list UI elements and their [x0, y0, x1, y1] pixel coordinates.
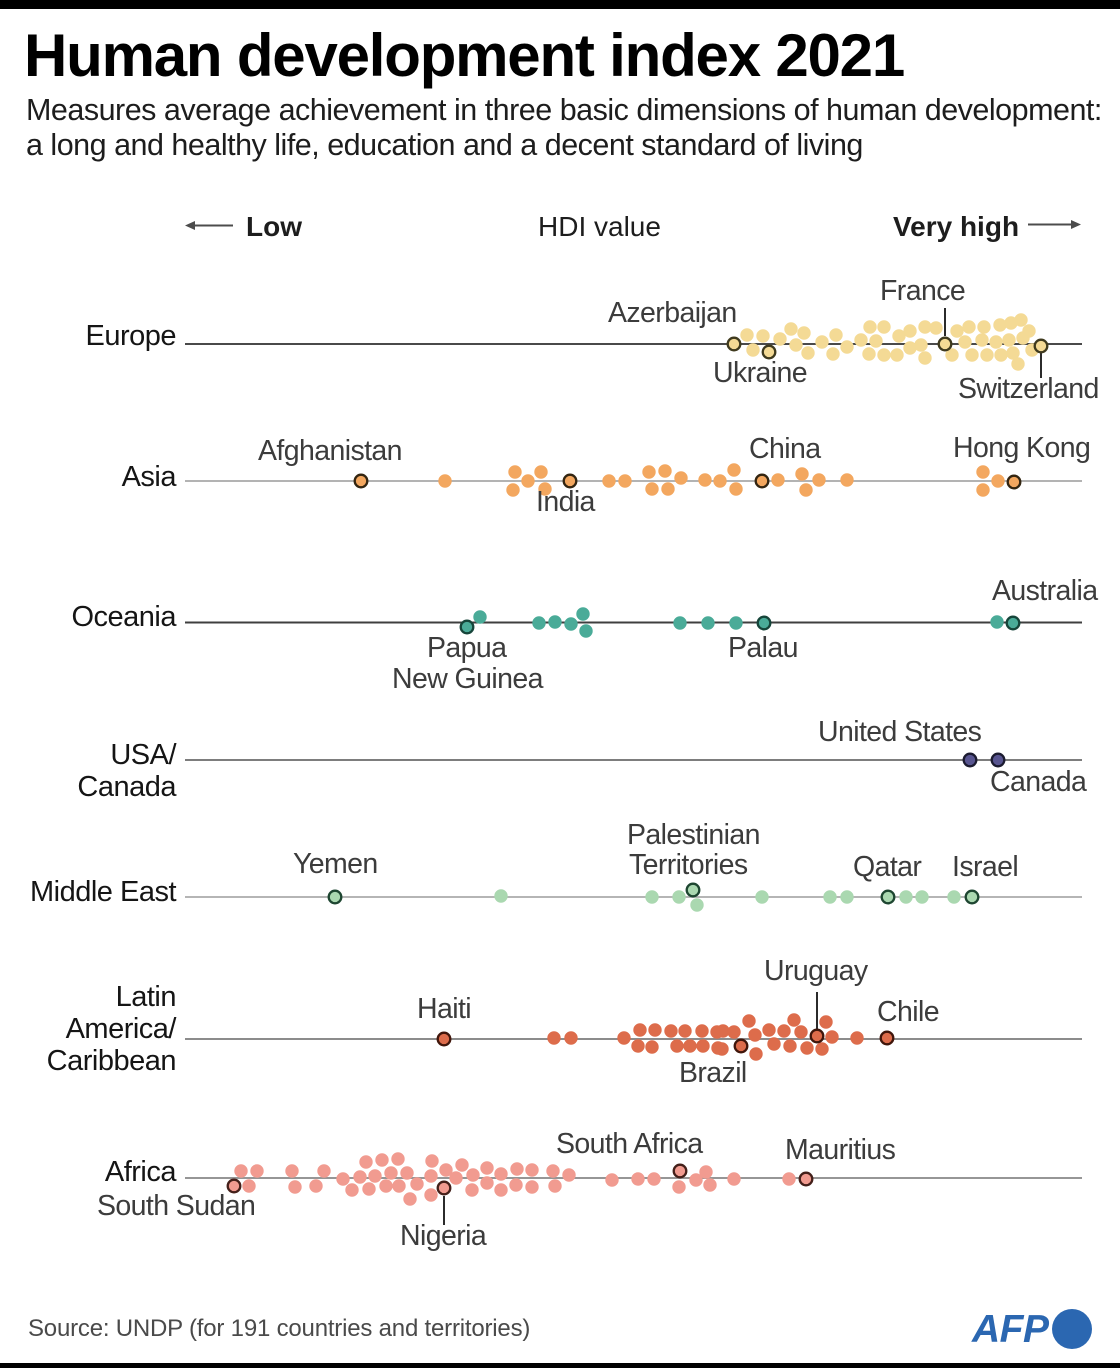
- svg-text:AFP: AFP: [971, 1308, 1050, 1351]
